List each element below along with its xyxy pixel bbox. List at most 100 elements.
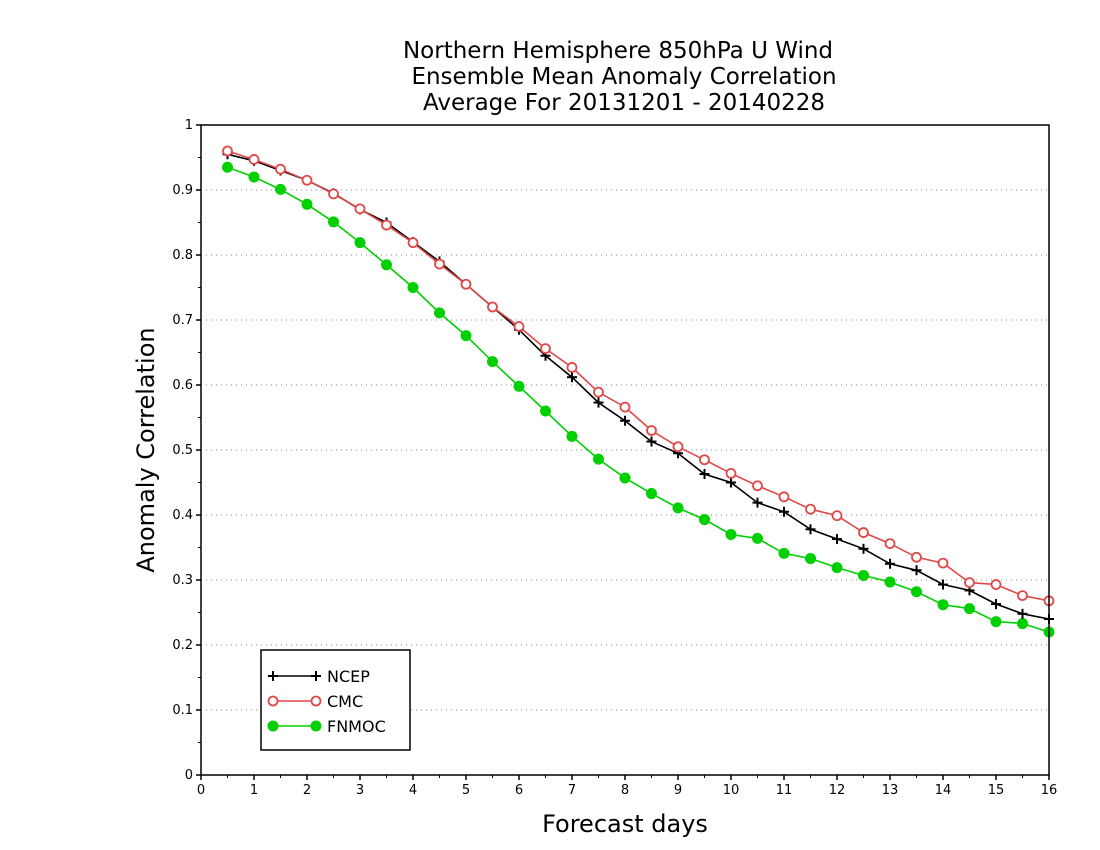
x-tick-label: 14 [935,783,952,798]
x-tick-label: 5 [462,783,470,798]
data-point-fnmoc [275,183,286,195]
data-point-ncep [885,558,895,569]
data-point-fnmoc [619,472,631,484]
legend-label: NCEP [327,667,370,686]
data-point-ncep [991,599,1001,610]
y-tick-label: 0.4 [172,508,193,523]
data-point-fnmoc [381,259,392,271]
legend-marker [311,671,321,681]
y-tick-label: 0.3 [172,573,193,588]
x-tick-label: 16 [1041,783,1058,798]
data-point-cmc [407,237,419,249]
data-point-fnmoc [884,576,896,588]
y-tick-label: 0.7 [172,313,193,328]
data-point-ncep [699,469,710,480]
legend-marker [267,720,279,732]
data-point-ncep [593,397,604,408]
data-point-ncep [646,436,657,447]
legend-box [260,649,411,751]
legend-entry-ncep: NCEP [268,667,370,686]
data-point-fnmoc [513,380,525,392]
y-tick-label: 0.9 [172,183,193,198]
data-point-cmc [354,203,366,215]
data-point-cmc [540,343,551,355]
y-tick-label: 0.2 [172,638,193,653]
data-point-cmc [1017,590,1028,601]
data-point-cmc [805,503,816,515]
data-point-fnmoc [248,171,260,183]
x-axis-label: Forecast days [542,810,708,838]
data-point-fnmoc [964,603,975,615]
data-point-cmc [460,278,472,290]
data-point-cmc [593,386,604,398]
data-point-ncep [567,372,577,383]
series-line-ncep [227,153,1050,620]
x-tick-label: 3 [356,783,364,798]
x-tick-label: 9 [674,783,682,798]
data-point-fnmoc [354,237,366,249]
data-point-ncep [911,565,922,576]
data-point-cmc [778,491,790,503]
data-point-cmc [725,467,737,479]
chart-title: Northern Hemisphere 850hPa U Wind Ensemb… [403,38,837,116]
y-tick-label: 0.1 [172,703,193,718]
legend-label: FNMOC [327,717,386,736]
data-point-cmc [990,579,1002,590]
data-point-cmc [248,154,260,165]
data-point-cmc [831,510,843,522]
data-point-fnmoc [937,599,949,611]
data-point-cmc [275,163,286,175]
x-tick-label: 1 [250,783,258,798]
data-point-cmc [964,577,975,588]
grid [201,189,1049,711]
legend: NCEP CMC FNMOC [260,649,411,751]
data-point-cmc [222,145,233,157]
data-point-fnmoc [540,405,551,417]
data-point-fnmoc [805,553,816,565]
data-point-cmc [937,557,949,569]
data-point-ncep [832,534,842,545]
data-point-fnmoc [407,282,419,293]
x-tick-label: 4 [409,783,417,798]
data-point-fnmoc [1017,618,1028,630]
data-point-ncep [752,497,763,508]
legend-entry-cmc: CMC [267,692,363,711]
data-point-cmc [301,174,313,186]
data-point-cmc [911,551,922,563]
legend-marker [310,720,322,732]
data-point-ncep [938,579,948,590]
data-point-fnmoc [646,488,657,500]
data-point-fnmoc [328,216,339,228]
data-point-cmc [566,362,578,373]
y-tick-label: 1 [185,118,193,133]
y-axis-label: Anomaly Correlation [132,327,160,572]
data-point-fnmoc [911,586,922,598]
data-point-cmc [434,258,445,270]
x-tick-label: 10 [723,783,740,798]
data-point-cmc [513,321,525,332]
legend-marker [267,695,279,707]
series-fnmoc [222,161,1055,638]
data-point-fnmoc [858,569,869,581]
legend-marker [268,671,278,681]
data-point-fnmoc [831,562,843,574]
data-point-ncep [805,524,816,535]
data-point-fnmoc [301,198,313,210]
y-tick-label: 0.6 [172,378,193,393]
series-ncep [222,149,1054,624]
series-cmc [222,145,1055,607]
data-point-cmc [619,401,631,413]
x-tick-label: 2 [303,783,311,798]
data-point-ncep [858,543,869,554]
x-tick-label: 7 [568,783,576,798]
data-point-cmc [328,188,339,200]
data-point-ncep [620,415,630,426]
series-line-cmc [227,150,1050,602]
series-line-fnmoc [227,166,1050,633]
plot-frame [200,124,1050,776]
title-line-1: Northern Hemisphere 850hPa U Wind [403,38,833,64]
data-point-fnmoc [566,430,578,442]
title-line-2: Ensemble Mean Anomaly Correlation [411,64,836,90]
axis-ticks: 00.10.20.30.40.50.60.70.80.910 1 2 3 4 5 6 7 8 9 1… [172,118,1057,798]
